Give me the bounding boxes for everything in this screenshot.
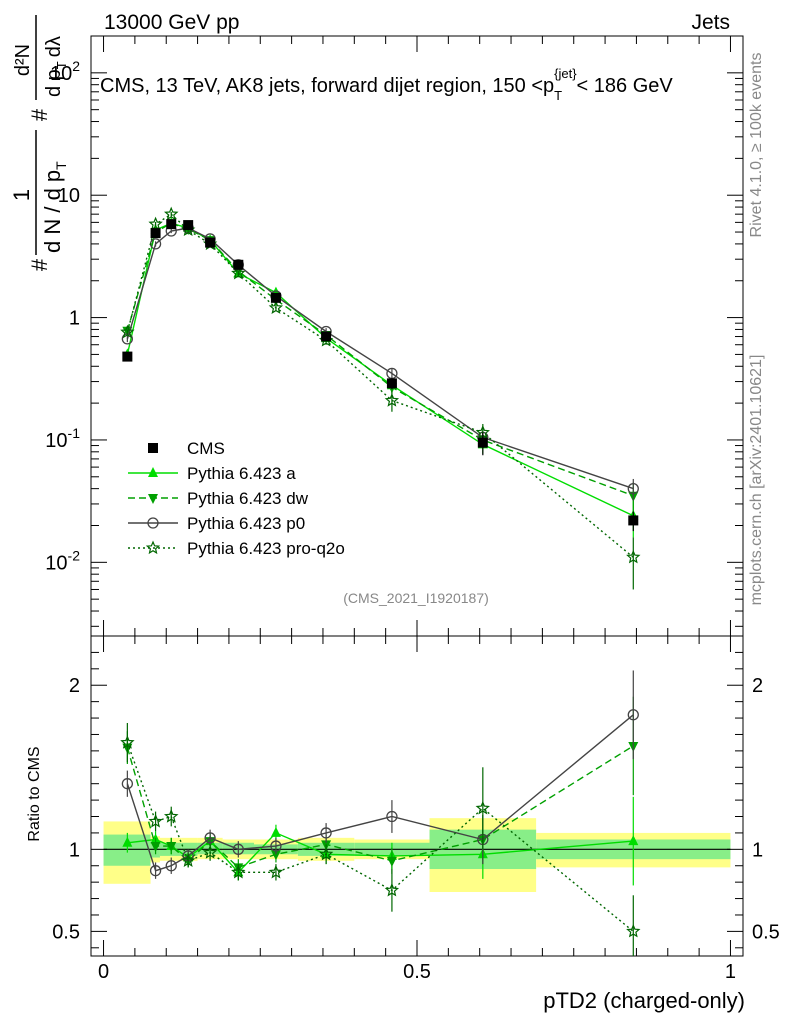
- main-point-pythia-6-423-p0: [627, 482, 639, 495]
- ratio-point-pythia-6-423-dw: [386, 856, 397, 867]
- main-point-cms: [386, 378, 397, 389]
- main-point-cms: [477, 437, 488, 448]
- ratio-point-pythia-6-423-dw: [150, 842, 161, 853]
- svg-text:#: #: [27, 258, 52, 271]
- ratio-ylabel: Ratio to CMS: [26, 746, 43, 841]
- ratio-point-pythia-6-423-pro-q2o: [181, 853, 196, 868]
- ratio-point-pythia-6-423-dw: [166, 842, 177, 853]
- ratio-point-pythia-6-423-a: [628, 835, 639, 846]
- x-tick-label-1: 0.5: [403, 961, 431, 983]
- x-axis-label: pTD2 (charged-only): [543, 988, 745, 1013]
- legend-label-cms: CMS: [187, 439, 225, 458]
- ratio-point-pythia-6-423-p0: [121, 778, 134, 790]
- main-ytick-label-3: 10: [58, 185, 80, 207]
- ratio-point-pythia-6-423-p0: [627, 709, 639, 721]
- header-right: Jets: [691, 11, 730, 34]
- main-point-cms: [233, 259, 244, 270]
- ratio-marks: [120, 670, 641, 956]
- main-point-pythia-6-423-pro-q2o: [120, 324, 135, 339]
- ratio-point-pythia-6-423-pro-q2o: [475, 800, 490, 815]
- svg-text:#: #: [27, 108, 52, 121]
- ratio-point-pythia-6-423-p0: [149, 865, 162, 877]
- legend-marker-pythia-6-423-pro-q2o: [145, 540, 161, 555]
- main-point-cms: [150, 228, 161, 239]
- ratio-point-pythia-6-423-pro-q2o: [202, 845, 218, 859]
- svg-text:d N / d pT: d N / d pT: [40, 161, 69, 253]
- svg-text:d pTdλ: d pTdλ: [43, 36, 69, 97]
- ratio-ytick-label-0: 0.5: [52, 921, 80, 943]
- ratio-point-pythia-6-423-pro-q2o: [268, 864, 284, 879]
- analysis-watermark: (CMS_2021_I1920187): [343, 590, 489, 606]
- x-tick-label-2: 1: [725, 961, 736, 983]
- x-tick-label-0: 0: [98, 961, 109, 983]
- legend-label-pythia-6-423-pro-q2o: Pythia 6.423 pro-q2o: [187, 539, 345, 558]
- ratio-point-pythia-6-423-pro-q2o: [231, 864, 246, 879]
- main-ylabel: # 1 d N / d pT # d²N d pTdλ: [9, 15, 69, 271]
- main-ytick-label-2: 1: [69, 308, 80, 330]
- ratio-axes: 0.5 0.5 1 1 2 2 0 0.5 1: [52, 636, 780, 983]
- main-point-cms: [166, 219, 177, 230]
- legend-label-pythia-6-423-dw: Pythia 6.423 dw: [187, 489, 309, 508]
- ratio-point-pythia-6-423-pro-q2o: [626, 923, 641, 938]
- main-ytick-label-0: 10-2: [45, 547, 80, 574]
- legend-marker-pythia-6-423-dw: [148, 494, 158, 504]
- ratio-point-pythia-6-423-pro-q2o: [318, 846, 334, 861]
- ratio-point-pythia-6-423-p0: [270, 840, 282, 852]
- ratio-point-pythia-6-423-pro-q2o: [120, 735, 135, 749]
- legend-label-pythia-6-423-a: Pythia 6.423 a: [187, 464, 296, 483]
- legend-marker-cms: [148, 443, 158, 453]
- ratio-ytick-label-1: 1: [69, 839, 80, 861]
- ratio-point-pythia-6-423-p0: [320, 827, 332, 839]
- main-point-cms: [270, 292, 281, 303]
- rivet-label: Rivet 4.1.0, ≥ 100k events: [748, 53, 765, 238]
- legend-marker-pythia-6-423-p0: [147, 517, 159, 529]
- ratio-point-pythia-6-423-p0: [165, 860, 177, 872]
- main-point-cms: [183, 220, 194, 231]
- ratio-point-pythia-6-423-p0: [232, 843, 244, 855]
- main-point-cms: [628, 515, 639, 526]
- ratio-point-pythia-6-423-p0: [204, 832, 216, 844]
- mcplots-label: mcplots.cern.ch [arXiv:2401.10621]: [748, 355, 765, 606]
- ratio-point-pythia-6-423-a: [122, 836, 133, 847]
- ratio-ytick-label-2: 2: [69, 675, 80, 697]
- main-point-pythia-6-423-pro-q2o: [384, 392, 400, 407]
- ratio-point-pythia-6-423-a: [270, 826, 281, 837]
- main-point-cms: [321, 331, 332, 342]
- main-point-pythia-6-423-pro-q2o: [231, 265, 246, 280]
- ratio-point-pythia-6-423-dw: [270, 850, 281, 861]
- main-marks: [120, 206, 641, 590]
- legend-marker-pythia-6-423-a: [148, 467, 158, 477]
- ratio-point-pythia-6-423-pro-q2o: [163, 808, 179, 823]
- header-left: 13000 GeV pp: [104, 11, 239, 34]
- chart-title: CMS, 13 TeV, AK8 jets, forward dijet reg…: [100, 66, 673, 103]
- ratio-frame: [90, 635, 744, 957]
- main-point-pythia-6-423-pro-q2o: [163, 206, 179, 221]
- main-point-cms: [205, 237, 216, 248]
- main-axes: 10-2 10-1 1 10 102: [45, 35, 743, 636]
- main-point-pythia-6-423-pro-q2o: [626, 549, 641, 564]
- ratio-point-pythia-6-423-pro-q2o: [384, 882, 400, 897]
- legend-label-pythia-6-423-p0: Pythia 6.423 p0: [187, 514, 305, 533]
- svg-text:d²N: d²N: [12, 44, 34, 76]
- legend: CMS Pythia 6.423 a Pythia 6.423 dw Pythia 6…: [128, 439, 345, 558]
- ratio-point-pythia-6-423-pro-q2o: [148, 813, 163, 828]
- main-point-pythia-6-423-pro-q2o: [268, 300, 284, 314]
- ratio-line-pythia-6-423-dw: [126, 745, 634, 869]
- ratio-ytick-label-right-2: 2: [752, 675, 763, 697]
- main-ytick-label-1: 10-1: [45, 425, 80, 452]
- ratio-point-pythia-6-423-p0: [386, 810, 398, 823]
- main-point-cms: [122, 351, 133, 362]
- svg-text:1: 1: [9, 189, 34, 201]
- ratio-ytick-label-right-1: 1: [752, 839, 763, 861]
- main-point-pythia-6-423-pro-q2o: [148, 216, 163, 231]
- ratio-ytick-label-right-0: 0.5: [752, 921, 780, 943]
- main-ytick-label-4: 102: [50, 58, 80, 85]
